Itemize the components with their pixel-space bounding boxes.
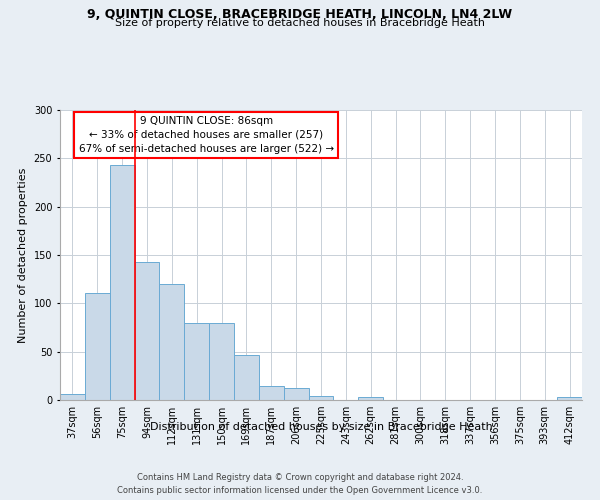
Text: Contains HM Land Registry data © Crown copyright and database right 2024.: Contains HM Land Registry data © Crown c… xyxy=(137,472,463,482)
Bar xyxy=(110,165,134,400)
Text: Distribution of detached houses by size in Bracebridge Heath: Distribution of detached houses by size … xyxy=(149,422,493,432)
Text: Size of property relative to detached houses in Bracebridge Heath: Size of property relative to detached ho… xyxy=(115,18,485,28)
Bar xyxy=(284,388,308,400)
Y-axis label: Number of detached properties: Number of detached properties xyxy=(18,168,28,342)
Bar xyxy=(60,394,85,400)
Bar xyxy=(209,322,234,400)
Bar xyxy=(358,397,383,400)
Bar xyxy=(160,284,184,400)
Text: 9 QUINTIN CLOSE: 86sqm
← 33% of detached houses are smaller (257)
67% of semi-de: 9 QUINTIN CLOSE: 86sqm ← 33% of detached… xyxy=(79,116,334,154)
Text: 9, QUINTIN CLOSE, BRACEBRIDGE HEATH, LINCOLN, LN4 2LW: 9, QUINTIN CLOSE, BRACEBRIDGE HEATH, LIN… xyxy=(88,8,512,20)
Bar xyxy=(259,386,284,400)
Text: Contains public sector information licensed under the Open Government Licence v3: Contains public sector information licen… xyxy=(118,486,482,495)
Bar xyxy=(184,322,209,400)
Bar xyxy=(557,397,582,400)
Bar xyxy=(234,354,259,400)
Bar xyxy=(85,292,110,400)
Bar xyxy=(308,396,334,400)
Bar xyxy=(134,262,160,400)
